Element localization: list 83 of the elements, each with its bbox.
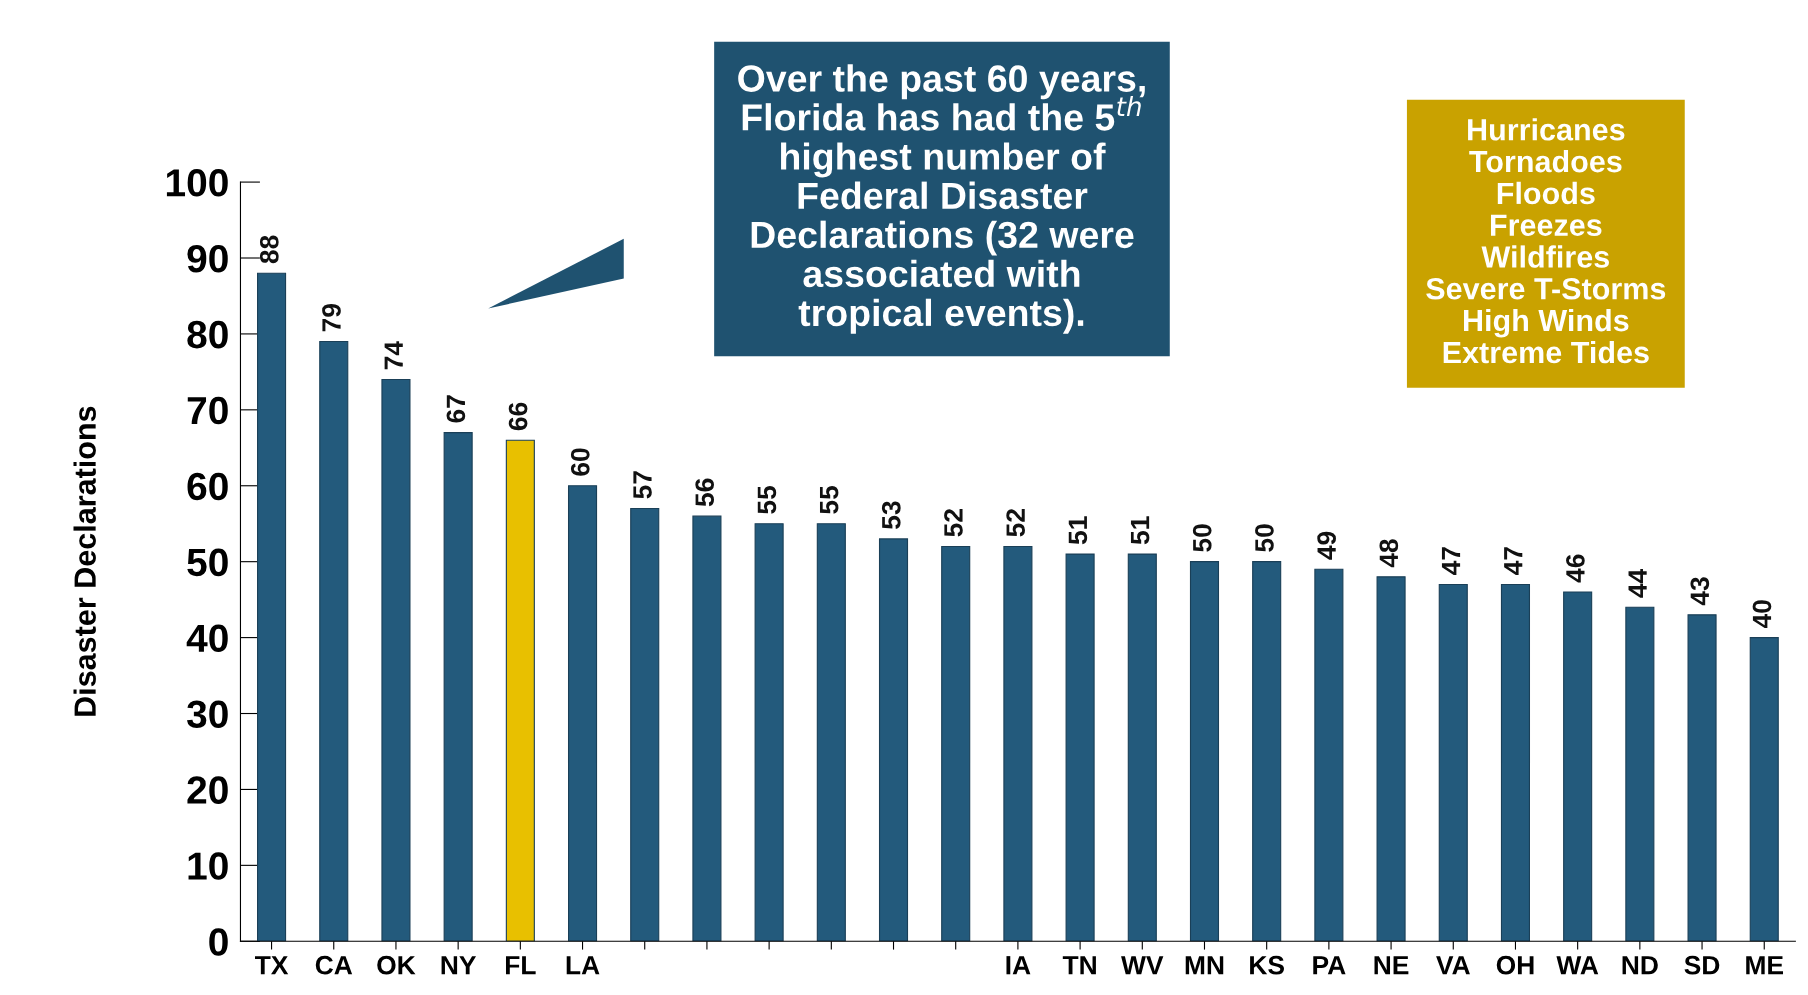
- x-tick-label: IA: [1006, 956, 1031, 975]
- bar: [1314, 568, 1344, 942]
- bar: [319, 340, 349, 942]
- x-tick-label: FL: [505, 956, 536, 975]
- bar: [567, 485, 598, 942]
- x-tick-label: PA: [1313, 956, 1346, 975]
- bar: [1127, 553, 1157, 942]
- data-label: 60: [570, 448, 590, 476]
- bar: [1625, 606, 1655, 942]
- x-tick-label: KS: [1250, 955, 1284, 975]
- y-tick-label: 80: [187, 320, 228, 349]
- bar: [754, 523, 784, 942]
- data-label: 55: [757, 485, 777, 514]
- y-tick-label: 100: [166, 169, 228, 197]
- x-tick-label: WV: [1121, 956, 1164, 975]
- bar: [816, 523, 846, 942]
- annotation: Over the past 60 years, Florida has had the 5$^{th}$ highest number of Federal Disaster Declarations (32 were associated with tropical events).: [738, 64, 1145, 334]
- bar: [381, 378, 411, 942]
- data-label: 67: [446, 395, 466, 423]
- x-tick-label: ND: [1622, 956, 1658, 975]
- bar: [1003, 545, 1033, 942]
- annotation: Hurricanes Tornadoes Floods Freezes Wildfires Severe T-Storms High Winds Extreme Tides: [1426, 118, 1666, 364]
- data-label: 74: [384, 341, 403, 370]
- y-tick-label: 90: [187, 244, 228, 273]
- bar: [878, 538, 909, 942]
- x-tick-label: OH: [1496, 955, 1534, 975]
- bar: [257, 272, 287, 942]
- data-label: 46: [1566, 554, 1585, 583]
- bar: [1376, 576, 1406, 942]
- data-label: 43: [1690, 577, 1710, 606]
- x-tick-label: WA: [1556, 956, 1599, 975]
- data-label: 52: [1006, 509, 1025, 537]
- data-label: 47: [1504, 547, 1523, 575]
- data-label: 49: [1317, 531, 1336, 560]
- x-tick-label: LA: [566, 956, 600, 975]
- x-tick-label: TX: [255, 956, 289, 975]
- y-tick-label: 50: [187, 548, 228, 577]
- x-tick-label: ME: [1746, 956, 1784, 975]
- y-tick-label: 10: [188, 852, 228, 880]
- bar: [443, 432, 473, 942]
- bar: [1189, 561, 1220, 942]
- x-tick-label: SD: [1684, 955, 1720, 975]
- x-tick-label: OK: [377, 955, 416, 975]
- data-label: 48: [1379, 539, 1399, 568]
- data-label: 47: [1441, 547, 1461, 575]
- x-tick-label: VA: [1436, 956, 1470, 975]
- data-label: 88: [259, 235, 279, 264]
- x-tick-label: TN: [1062, 956, 1096, 975]
- data-label: 44: [1628, 568, 1647, 598]
- data-label: 55: [819, 485, 839, 514]
- bar: [1438, 583, 1468, 942]
- data-label: 79: [322, 304, 341, 332]
- y-tick-label: 70: [187, 396, 228, 425]
- y-axis-title: Disaster Declarations: [73, 406, 96, 716]
- data-label: 57: [633, 471, 652, 499]
- bar: [1252, 561, 1282, 942]
- data-label: 51: [1068, 516, 1088, 545]
- y-tick-label: 40: [186, 624, 228, 653]
- bar: [1065, 553, 1095, 942]
- data-label: 66: [508, 402, 528, 431]
- data-label: 40: [1752, 600, 1772, 629]
- bar: [1500, 583, 1531, 942]
- data-label: 50: [1192, 524, 1212, 552]
- x-tick-label: NY: [441, 956, 477, 975]
- data-label: 56: [695, 478, 715, 507]
- bar: [1687, 614, 1717, 942]
- data-label: 51: [1130, 516, 1150, 545]
- y-tick-label: 20: [187, 776, 228, 804]
- bar: [1563, 591, 1593, 942]
- bar: [630, 507, 660, 942]
- y-tick-label: 0: [209, 928, 228, 956]
- y-tick-label: 30: [186, 700, 228, 729]
- data-label: 52: [944, 509, 963, 537]
- bar: [941, 545, 971, 942]
- x-tick-label: NE: [1374, 956, 1409, 975]
- bar: [505, 439, 535, 942]
- bar: [692, 515, 722, 942]
- x-tick-label: CA: [315, 955, 353, 975]
- y-tick-label: 60: [187, 472, 228, 501]
- bar: [1749, 637, 1779, 942]
- data-label: 53: [881, 501, 901, 529]
- data-label: 50: [1255, 524, 1274, 552]
- x-tick-label: MN: [1185, 956, 1224, 975]
